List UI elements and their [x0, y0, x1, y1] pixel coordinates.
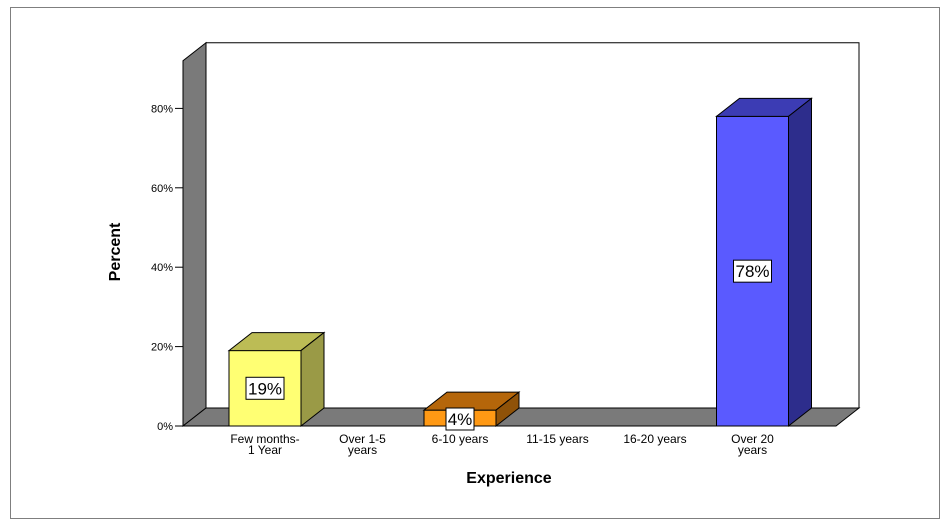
x-tick-label: Over 1-5 years	[339, 432, 386, 457]
x-axis-title: Experience	[466, 470, 551, 487]
side-wall	[183, 43, 206, 426]
y-axis-title: Percent	[107, 222, 124, 281]
x-tick-label: 6-10 years	[432, 432, 489, 446]
y-tick-label: 40%	[151, 262, 173, 274]
bar-side	[789, 98, 812, 426]
data-label: 19%	[248, 379, 282, 398]
x-tick-label: 16-20 years	[623, 432, 686, 446]
x-tick-label: 11-15 years	[526, 432, 588, 446]
x-tick-label: Few months-1 Year	[230, 432, 299, 457]
y-tick-label: 80%	[151, 103, 173, 115]
y-tick-label: 20%	[151, 342, 173, 354]
y-tick-label: 60%	[151, 183, 173, 195]
data-label: 78%	[735, 262, 769, 281]
y-tick-label: 0%	[157, 421, 173, 433]
data-label: 4%	[448, 410, 473, 429]
x-tick-label: Over 20 years	[731, 432, 774, 457]
